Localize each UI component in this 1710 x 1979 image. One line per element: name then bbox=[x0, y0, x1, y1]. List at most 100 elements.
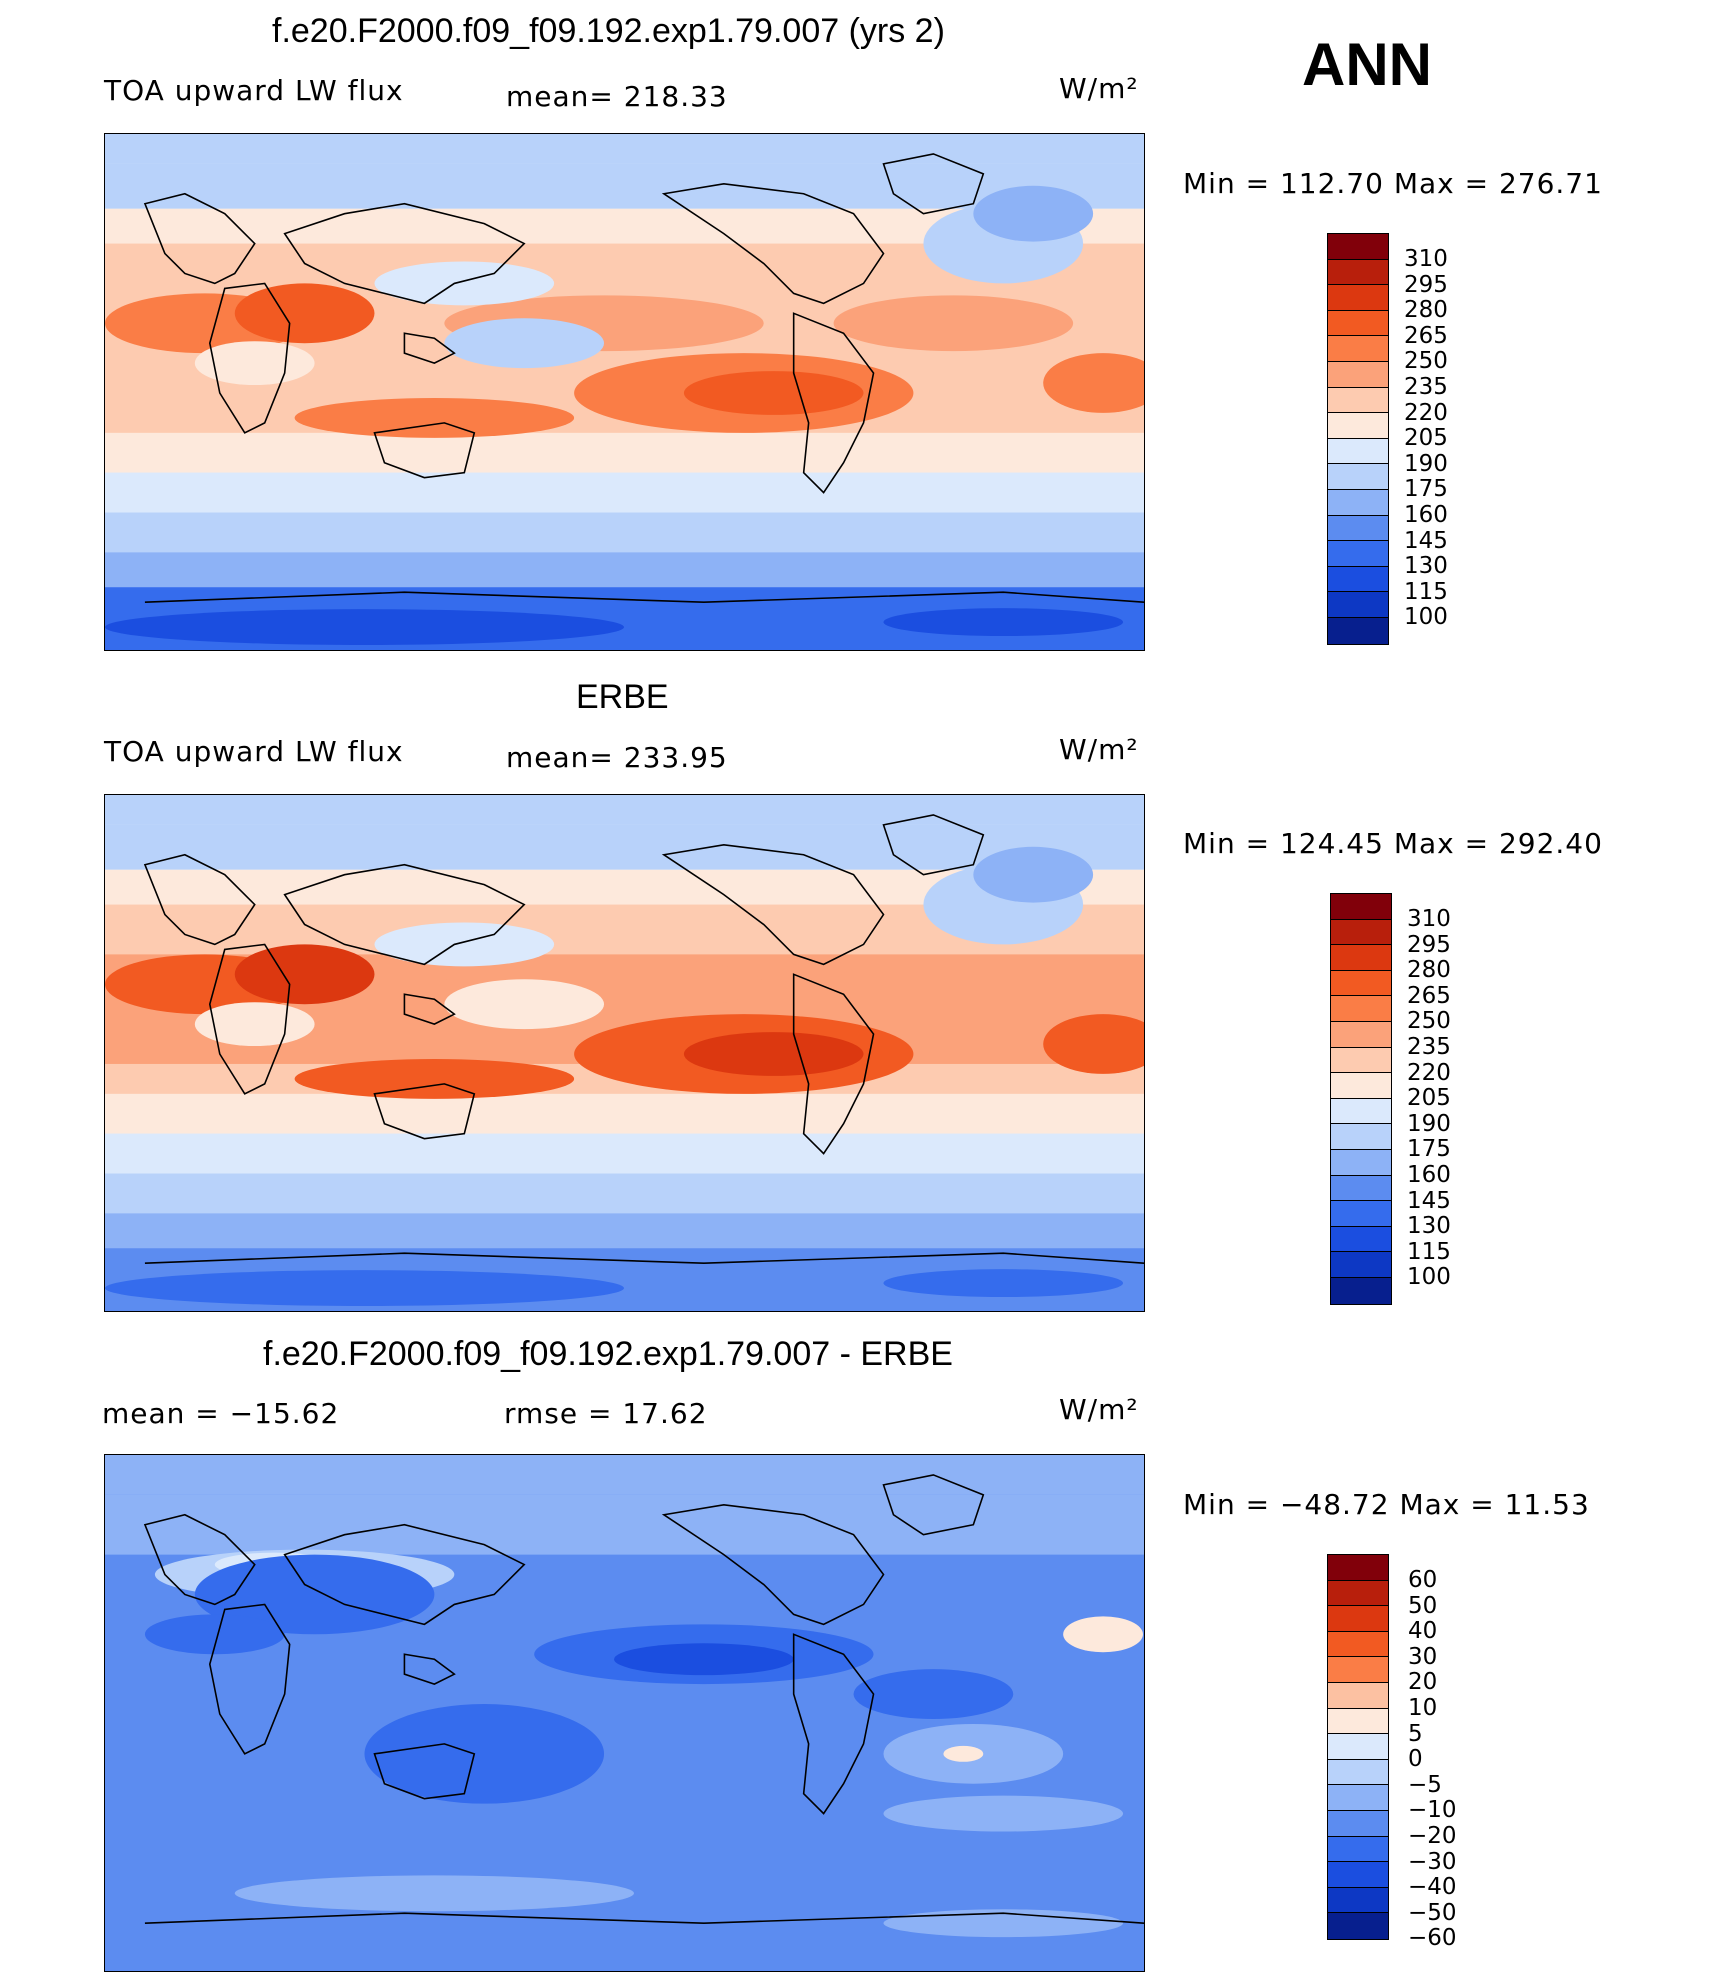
coastline-layer bbox=[143, 1474, 1144, 1924]
colorbar-swatch bbox=[1328, 1785, 1388, 1811]
colorbar-swatch bbox=[1328, 438, 1388, 465]
colorbar-swatch bbox=[1328, 1555, 1388, 1581]
panel-3-title: f.e20.F2000.f09_f09.192.exp1.79.007 - ER… bbox=[263, 1335, 953, 1373]
colorbar-tick-label: 145 bbox=[1407, 1187, 1451, 1214]
colorbar-tick-label: 310 bbox=[1404, 246, 1448, 272]
colorbar-tick-label: 100 bbox=[1407, 1264, 1451, 1291]
panel-2-colorbar bbox=[1330, 893, 1392, 1305]
colorbar-tick-label: 265 bbox=[1407, 982, 1451, 1009]
colorbar-swatch bbox=[1331, 1124, 1391, 1150]
colorbar-tick-label: −10 bbox=[1408, 1797, 1457, 1824]
panel-2-contour-map bbox=[105, 795, 1144, 1311]
colorbar-swatch bbox=[1328, 1606, 1388, 1632]
panel-2-mean-label: mean= 233.95 bbox=[506, 741, 728, 774]
colorbar-swatch bbox=[1331, 1201, 1391, 1227]
colorbar-tick-label: −5 bbox=[1408, 1771, 1442, 1798]
panel-2-minmax: Min = 124.45 Max = 292.40 bbox=[1183, 827, 1603, 860]
season-label: ANN bbox=[1302, 31, 1432, 98]
coastline-layer bbox=[143, 814, 1144, 1264]
colorbar-swatch bbox=[1328, 541, 1388, 567]
panel-2-units: W/m² bbox=[1059, 733, 1139, 766]
panel-1-title: f.e20.F2000.f09_f09.192.exp1.79.007 (yrs… bbox=[272, 12, 945, 50]
colorbar-tick-label: 205 bbox=[1407, 1085, 1451, 1112]
colorbar-swatch bbox=[1328, 489, 1388, 516]
colorbar-swatch bbox=[1328, 285, 1388, 311]
colorbar-swatch bbox=[1331, 970, 1391, 997]
colorbar-tick-label: 50 bbox=[1408, 1592, 1438, 1619]
colorbar-swatch bbox=[1328, 1682, 1388, 1709]
panel-3-minmax: Min = −48.72 Max = 11.53 bbox=[1183, 1488, 1590, 1521]
colorbar-tick-label: −20 bbox=[1408, 1823, 1457, 1849]
colorbar-tick-label: −30 bbox=[1408, 1848, 1457, 1875]
colorbar-swatch bbox=[1328, 310, 1388, 337]
colorbar-swatch bbox=[1331, 1073, 1391, 1099]
colorbar-tick-label: 30 bbox=[1408, 1643, 1438, 1670]
panel-1-map bbox=[104, 133, 1145, 651]
colorbar-tick-label: 100 bbox=[1404, 604, 1448, 631]
colorbar-tick-label: 145 bbox=[1404, 527, 1448, 554]
colorbar-tick-label: 205 bbox=[1404, 425, 1448, 452]
panel-1-mean-label: mean= 218.33 bbox=[506, 80, 728, 113]
panel-3-mean-label: mean = −15.62 bbox=[102, 1397, 340, 1430]
colorbar-swatch bbox=[1328, 259, 1388, 286]
panel-2-variable-label: TOA upward LW flux bbox=[104, 735, 404, 768]
colorbar-swatch bbox=[1331, 1047, 1391, 1074]
colorbar-tick-label: 60 bbox=[1408, 1567, 1438, 1593]
colorbar-tick-label: 0 bbox=[1408, 1746, 1423, 1773]
colorbar-swatch bbox=[1331, 1098, 1391, 1125]
colorbar-swatch bbox=[1328, 617, 1388, 644]
colorbar-tick-label: 280 bbox=[1404, 297, 1448, 324]
colorbar-tick-label: 235 bbox=[1404, 374, 1448, 400]
panel-3-map bbox=[104, 1454, 1145, 1972]
colorbar-swatch bbox=[1328, 413, 1388, 439]
panel-1-variable-label: TOA upward LW flux bbox=[104, 74, 404, 107]
colorbar-swatch bbox=[1328, 1913, 1388, 1939]
colorbar-tick-label: 175 bbox=[1404, 476, 1448, 503]
colorbar-tick-label: 10 bbox=[1408, 1695, 1438, 1721]
colorbar-swatch bbox=[1328, 1580, 1388, 1607]
colorbar-swatch bbox=[1331, 945, 1391, 971]
colorbar-swatch bbox=[1331, 1226, 1391, 1253]
colorbar-swatch bbox=[1328, 1759, 1388, 1786]
colorbar-swatch bbox=[1328, 361, 1388, 388]
colorbar-swatch bbox=[1328, 1836, 1388, 1863]
colorbar-tick-label: 265 bbox=[1404, 322, 1448, 349]
colorbar-swatch bbox=[1328, 1887, 1388, 1914]
panel-2-map bbox=[104, 794, 1145, 1312]
colorbar-tick-label: 190 bbox=[1404, 450, 1448, 477]
colorbar-swatch bbox=[1328, 592, 1388, 618]
panel-1-units: W/m² bbox=[1059, 72, 1139, 105]
colorbar-tick-label: 160 bbox=[1404, 502, 1448, 528]
colorbar-swatch bbox=[1331, 1021, 1391, 1048]
colorbar-swatch bbox=[1328, 566, 1388, 593]
colorbar-swatch bbox=[1328, 1631, 1388, 1658]
colorbar-tick-label: −60 bbox=[1408, 1925, 1457, 1952]
colorbar-tick-label: 20 bbox=[1408, 1669, 1438, 1696]
colorbar-swatch bbox=[1328, 1708, 1388, 1735]
panel-3-rmse-label: rmse = 17.62 bbox=[504, 1397, 708, 1430]
colorbar-swatch bbox=[1331, 1277, 1391, 1304]
coastline-layer bbox=[143, 153, 1144, 603]
colorbar-swatch bbox=[1328, 1862, 1388, 1888]
colorbar-swatch bbox=[1331, 894, 1391, 920]
colorbar-tick-label: 295 bbox=[1407, 931, 1451, 958]
colorbar-tick-label: 115 bbox=[1404, 578, 1448, 605]
colorbar-swatch bbox=[1328, 234, 1388, 260]
colorbar-tick-label: 220 bbox=[1404, 399, 1448, 426]
panel-3-contour-map bbox=[105, 1455, 1144, 1971]
colorbar-tick-label: 250 bbox=[1407, 1008, 1451, 1035]
colorbar-tick-label: 5 bbox=[1408, 1720, 1423, 1747]
colorbar-tick-label: 220 bbox=[1407, 1059, 1451, 1086]
colorbar-swatch bbox=[1331, 1149, 1391, 1176]
colorbar-tick-label: 130 bbox=[1407, 1213, 1451, 1240]
colorbar-swatch bbox=[1331, 1175, 1391, 1202]
colorbar-tick-label: 160 bbox=[1407, 1162, 1451, 1188]
colorbar-swatch bbox=[1328, 1734, 1388, 1760]
panel-2-title: ERBE bbox=[576, 678, 669, 716]
colorbar-swatch bbox=[1328, 336, 1388, 362]
panel-3-units: W/m² bbox=[1059, 1393, 1139, 1426]
colorbar-tick-label: 130 bbox=[1404, 553, 1448, 580]
panel-3-colorbar bbox=[1327, 1554, 1389, 1940]
colorbar-tick-label: 235 bbox=[1407, 1034, 1451, 1060]
colorbar-swatch bbox=[1328, 464, 1388, 490]
